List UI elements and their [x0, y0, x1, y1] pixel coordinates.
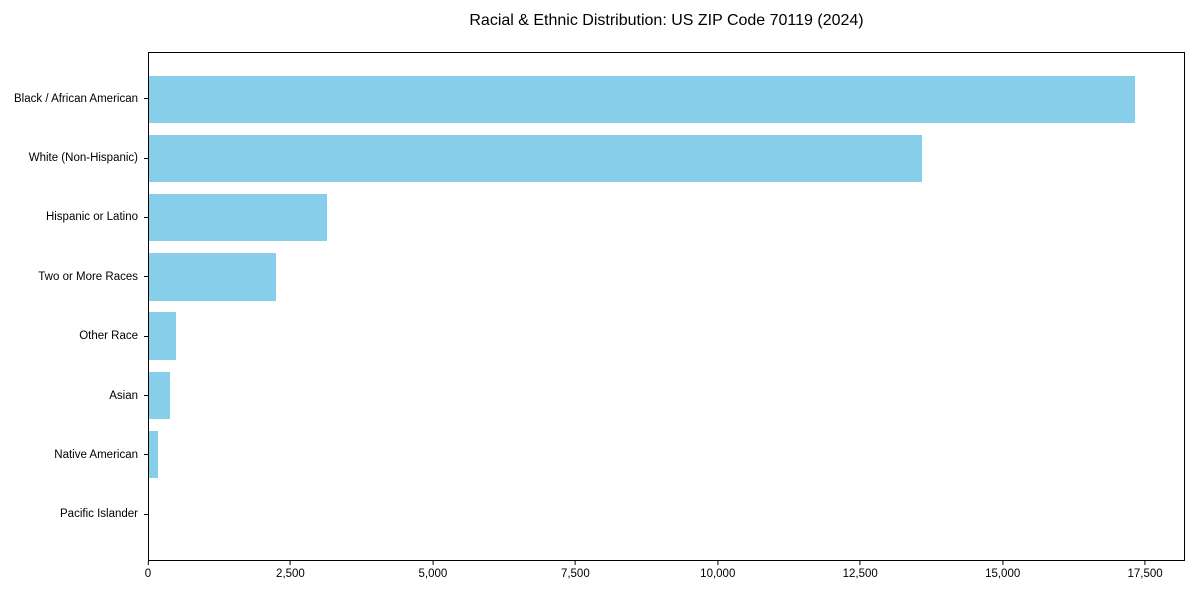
- y-tick-mark: [144, 216, 148, 218]
- bar-native-american: [149, 430, 158, 478]
- bar-asian: [149, 371, 171, 419]
- chart-title: Racial & Ethnic Distribution: US ZIP Cod…: [469, 12, 864, 29]
- y-row-native-american: Native American: [0, 425, 148, 484]
- y-label-asian: Asian: [109, 389, 138, 402]
- bar-hispanic-or-latino: [149, 194, 327, 242]
- y-row-two-or-more-races: Two or More Races: [0, 247, 148, 306]
- x-tick-label: 7,500: [560, 568, 590, 580]
- x-tick-0: 0: [145, 561, 151, 580]
- x-tick-10000: 10,000: [700, 561, 735, 580]
- bar-row-asian: [149, 366, 1184, 425]
- x-tick-mark: [717, 561, 719, 565]
- bar-row-black-african-american: [149, 70, 1184, 129]
- y-axis-labels: Black / African American White (Non-Hispa…: [0, 52, 148, 561]
- y-label-black-african-american: Black / African American: [14, 92, 138, 105]
- x-tick-mark: [1144, 561, 1146, 565]
- bar-black-african-american: [149, 75, 1136, 124]
- y-row-pacific-islander: Pacific Islander: [0, 485, 148, 544]
- x-tick-label: 5,000: [418, 568, 448, 580]
- x-axis-ticks: 0 2,500 5,000 7,500 10,000 12,500 15,000 17,500: [145, 561, 1185, 597]
- x-tick-label: 0: [144, 568, 152, 580]
- bar-row-hispanic-or-latino: [149, 188, 1184, 247]
- bar-row-pacific-islander: [149, 484, 1184, 543]
- x-tick-label: 2,500: [276, 568, 305, 580]
- x-tick-7500: 7,500: [561, 561, 590, 580]
- y-label-native-american: Native American: [54, 448, 138, 461]
- y-tick-mark: [144, 98, 148, 100]
- y-row-white-non-hispanic: White (Non-Hispanic): [0, 128, 148, 187]
- bar-row-white-non-hispanic: [149, 129, 1184, 188]
- bar-other-race: [149, 312, 176, 360]
- x-tick-mark: [147, 561, 149, 565]
- x-tick-label: 15,000: [985, 568, 1021, 580]
- plot-area: [148, 52, 1185, 561]
- y-row-hispanic-or-latino: Hispanic or Latino: [0, 188, 148, 247]
- bar-two-or-more-races: [149, 253, 276, 301]
- y-tick-mark: [144, 335, 148, 337]
- y-tick-mark: [144, 276, 148, 278]
- y-label-white-non-hispanic: White (Non-Hispanic): [28, 152, 138, 165]
- x-tick-mark: [859, 561, 861, 565]
- x-tick-5000: 5,000: [418, 561, 447, 580]
- x-tick-mark: [432, 561, 434, 565]
- y-row-other-race: Other Race: [0, 307, 148, 366]
- bar-row-native-american: [149, 425, 1184, 484]
- x-tick-label: 12,500: [842, 568, 878, 580]
- y-label-other-race: Other Race: [79, 330, 138, 343]
- y-row-black-african-american: Black / African American: [0, 69, 148, 128]
- x-tick-mark: [289, 561, 291, 565]
- x-tick-2500: 2,500: [276, 561, 305, 580]
- x-tick-17500: 17,500: [1128, 561, 1163, 580]
- bar-row-two-or-more-races: [149, 247, 1184, 306]
- y-label-two-or-more-races: Two or More Races: [38, 270, 138, 283]
- bar-white-non-hispanic: [149, 135, 922, 183]
- y-label-hispanic-or-latino: Hispanic or Latino: [45, 211, 138, 224]
- bar-row-other-race: [149, 307, 1184, 366]
- x-tick-12500: 12,500: [843, 561, 878, 580]
- x-tick-mark: [1002, 561, 1004, 565]
- y-label-pacific-islander: Pacific Islander: [60, 508, 138, 521]
- x-tick-15000: 15,000: [985, 561, 1020, 580]
- x-tick-mark: [574, 561, 576, 565]
- y-tick-mark: [144, 513, 148, 515]
- y-tick-mark: [144, 454, 148, 456]
- y-tick-mark: [144, 395, 148, 397]
- x-tick-label: 10,000: [700, 568, 736, 580]
- y-row-asian: Asian: [0, 366, 148, 425]
- y-tick-mark: [144, 157, 148, 159]
- x-tick-label: 17,500: [1127, 568, 1163, 580]
